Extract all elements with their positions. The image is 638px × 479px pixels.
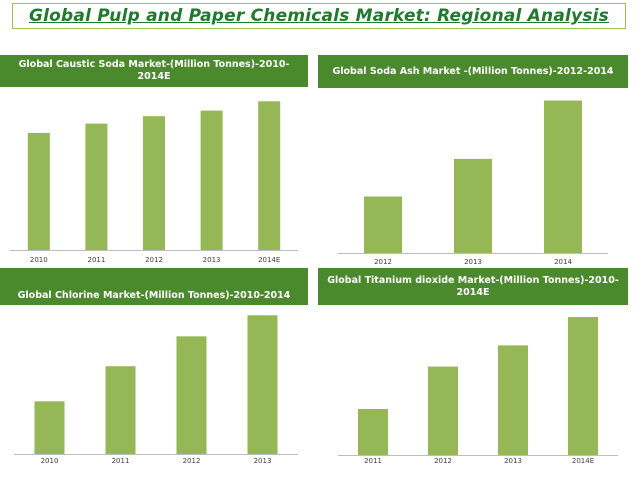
titanium-dioxide-chart-title: Global Titanium dioxide Market-(Million … (318, 268, 628, 305)
bar-2010 (27, 132, 50, 250)
bar-2011 (85, 123, 108, 250)
page-title-bar: Global Pulp and Paper Chemicals Market: … (12, 3, 626, 29)
bar-2010 (34, 401, 65, 454)
x-tick-label: 2013 (464, 258, 482, 265)
bar-2014e (568, 317, 598, 455)
page-title: Global Pulp and Paper Chemicals Market: … (28, 6, 609, 26)
bar-2012 (143, 116, 165, 250)
bar-2013 (454, 158, 492, 253)
x-tick-label: 2014E (258, 256, 280, 264)
bar-2013 (498, 345, 528, 455)
x-tick-label: 2012 (183, 457, 201, 465)
x-tick-label: 2011 (364, 457, 382, 465)
x-tick-label: 2012 (374, 258, 392, 265)
chlorine-chart-title: Global Chlorine Market-(Million Tonnes)-… (0, 268, 308, 305)
bar-2011 (105, 366, 136, 454)
titanium-dioxide-chart-panel: Global Titanium dioxide Market-(Million … (318, 268, 628, 476)
soda-ash-chart-panel: Global Soda Ash Market -(Million Tonnes)… (318, 55, 628, 265)
x-tick-label: 2011 (112, 457, 130, 465)
x-tick-label: 2012 (145, 256, 163, 264)
x-tick-label: 2012 (434, 457, 452, 465)
bar-2011 (358, 409, 388, 455)
soda-ash-chart-title: Global Soda Ash Market -(Million Tonnes)… (318, 55, 628, 88)
caustic-soda-chart: 2010 2011 2012 2013 2014E (10, 101, 298, 264)
bar-2012 (176, 336, 207, 454)
x-tick-label: 2010 (41, 457, 59, 465)
x-tick-label: 2011 (87, 256, 105, 264)
caustic-soda-chart-panel: Global Caustic Soda Market-(Million Tonn… (0, 55, 308, 265)
x-tick-label: 2010 (30, 256, 48, 264)
bar-2014e (258, 101, 281, 250)
chlorine-chart-panel: Global Chlorine Market-(Million Tonnes)-… (0, 268, 308, 476)
titanium-dioxide-chart: 2011 2012 2013 2014E (338, 317, 618, 465)
chlorine-chart: 2010 2011 2012 2013 (14, 315, 298, 465)
bar-2012 (364, 196, 402, 253)
bar-2013 (247, 315, 278, 454)
x-tick-label: 2014 (554, 258, 572, 265)
x-tick-label: 2013 (203, 256, 221, 264)
bar-2014 (544, 100, 582, 253)
x-tick-label: 2013 (504, 457, 522, 465)
bar-2012 (428, 366, 458, 455)
x-tick-label: 2014E (572, 457, 594, 465)
soda-ash-chart: 2012 2013 2014 (338, 100, 608, 265)
bar-2013 (200, 110, 223, 251)
caustic-soda-chart-title: Global Caustic Soda Market-(Million Tonn… (0, 55, 308, 87)
x-tick-label: 2013 (254, 457, 272, 465)
